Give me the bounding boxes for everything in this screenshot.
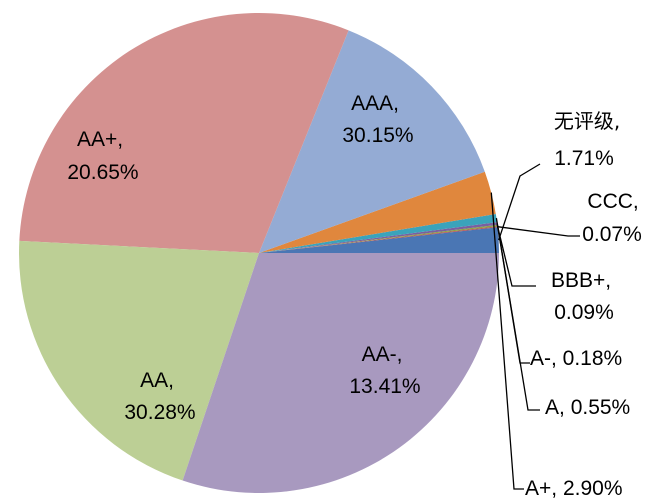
label-unrated: 无评级, 1.71% [554, 109, 626, 170]
pie-slices [19, 13, 499, 494]
label-a-minus: A-, 0.18% [530, 347, 622, 370]
leader-line [490, 192, 524, 490]
leader-line [496, 225, 536, 287]
label-aa-minus: AA-, 13.41% [349, 343, 420, 398]
pie-slice-aa-minus [259, 30, 485, 253]
label-ccc: CCC, 0.07% [582, 190, 644, 246]
label-bbb-plus: BBB+, 0.09% [551, 269, 617, 324]
label-aa-plus: AA+, 20.65% [67, 128, 138, 184]
pie-slice-a-minus [259, 222, 498, 253]
pie-slice-无评级 [259, 227, 499, 253]
leader-line [498, 163, 541, 241]
pie-slice-bbb-plus [259, 224, 498, 253]
label-a-plus: A+, 2.90% [525, 477, 623, 500]
label-aaa: AAA, 30.15% [342, 92, 413, 147]
leader-lines [490, 163, 580, 490]
leader-line [495, 217, 540, 411]
pie-slice-aaa [182, 253, 499, 494]
pie-slice-a-plus [259, 171, 496, 253]
label-a: A, 0.55% [545, 396, 630, 419]
pie-slice-aa [19, 13, 349, 253]
leader-line [497, 226, 580, 237]
pie-slice-aa-plus [19, 240, 259, 481]
pie-slice-a [259, 213, 498, 253]
pie-slice-ccc [259, 226, 498, 253]
label-aa: AA, 30.28% [124, 369, 195, 424]
